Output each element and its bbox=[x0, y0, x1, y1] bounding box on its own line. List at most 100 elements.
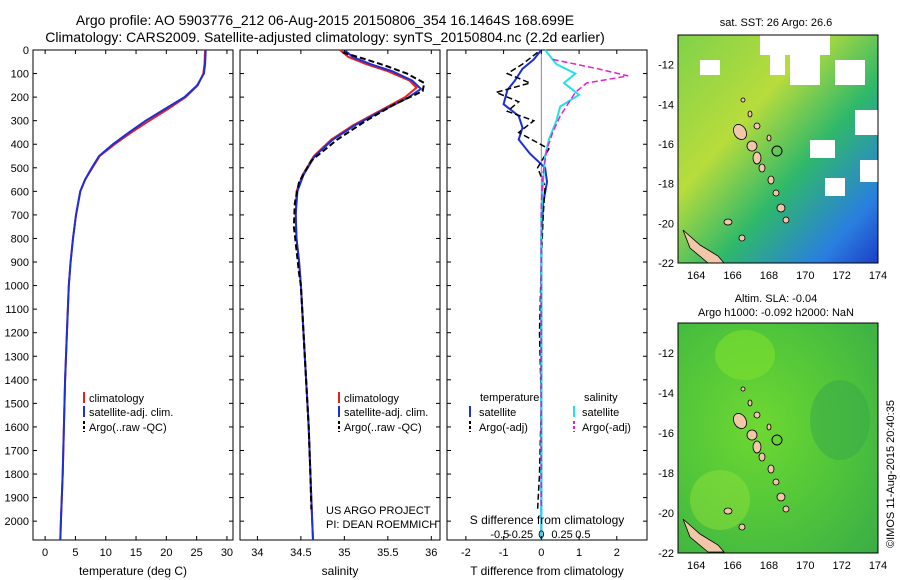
map-y-tick-label: -12 bbox=[658, 348, 674, 360]
map-y-tick-label: -20 bbox=[658, 218, 674, 230]
map-x-tick-label: 168 bbox=[760, 560, 778, 572]
depth-tick-label: 100 bbox=[11, 69, 29, 81]
depth-tick-label: 1700 bbox=[5, 445, 29, 457]
x-tick-label: 35.5 bbox=[377, 547, 398, 559]
x2-tick-label: -0.25 bbox=[508, 529, 533, 541]
x-tick-label: 5 bbox=[72, 547, 78, 559]
island-shape bbox=[753, 411, 761, 419]
x-tick-label: 36 bbox=[425, 547, 437, 559]
sst-map-frame bbox=[677, 34, 879, 264]
legend-climatology-label: climatology bbox=[344, 393, 400, 405]
temperature-plot-frame bbox=[32, 49, 234, 541]
temperature-series-line bbox=[59, 49, 207, 541]
island-shape bbox=[740, 97, 746, 103]
legend-temperature-heading: temperature bbox=[480, 392, 539, 404]
legend-argo-label: Argo(..raw -QC) bbox=[344, 422, 422, 434]
sla-patch bbox=[810, 380, 870, 460]
difference-xlabel: T difference from climatology bbox=[470, 564, 624, 578]
profile-title: Argo profile: AO 5903776_212 06-Aug-2015… bbox=[75, 12, 575, 28]
depth-tick-label: 900 bbox=[11, 257, 29, 269]
x-tick-label: 0 bbox=[538, 547, 544, 559]
depth-tick-label: 500 bbox=[11, 163, 29, 175]
x-tick-label: 25 bbox=[191, 547, 203, 559]
map-y-tick-label: -18 bbox=[658, 179, 674, 191]
map-y-tick-label: -18 bbox=[658, 468, 674, 480]
sla-patch bbox=[690, 470, 750, 530]
argo-position-marker bbox=[771, 145, 783, 157]
island-shape bbox=[746, 140, 758, 152]
map-y-tick-label: -16 bbox=[658, 428, 674, 440]
map-x-tick-label: 172 bbox=[832, 560, 850, 572]
difference-series-group bbox=[493, 49, 629, 540]
legend-satellite-label: satellite-adj. clim. bbox=[89, 407, 173, 419]
depth-tick-label: 800 bbox=[11, 233, 29, 245]
axes-ticks-group: 0100200300400500600700800900100011001200… bbox=[5, 45, 888, 572]
salinity-plot-frame bbox=[239, 49, 441, 541]
map-x-tick-label: 168 bbox=[760, 270, 778, 282]
map-y-tick-label: -22 bbox=[658, 258, 674, 270]
x-tick-label: 1 bbox=[576, 547, 582, 559]
x-tick-label: 0 bbox=[42, 547, 48, 559]
temperature-series-group bbox=[59, 49, 207, 541]
sla-map-title: Altim. SLA: -0.04 bbox=[735, 293, 818, 305]
difference-series-line bbox=[493, 51, 550, 510]
island-shape bbox=[767, 464, 775, 474]
sst-map-title: sat. SST: 26 Argo: 26.6 bbox=[720, 17, 833, 29]
project-credit: US ARGO PROJECT bbox=[326, 505, 431, 517]
sla-patch bbox=[715, 330, 775, 380]
imos-timestamp: ©IMOS 11-Aug-2015 20:40:35 bbox=[885, 400, 897, 548]
island-shape bbox=[782, 216, 790, 224]
island-shape bbox=[723, 218, 733, 226]
depth-tick-label: 1900 bbox=[5, 493, 29, 505]
map-y-tick-label: -20 bbox=[658, 508, 674, 520]
island-shape bbox=[738, 523, 746, 531]
x2-tick-label: -0.5 bbox=[490, 529, 509, 541]
island-shape bbox=[776, 203, 786, 213]
island-shape bbox=[752, 440, 762, 454]
island-shape bbox=[772, 189, 780, 197]
depth-tick-label: 1200 bbox=[5, 328, 29, 340]
difference-legend: temperature satellite Argo(-adj) salinit… bbox=[469, 392, 631, 434]
depth-tick-label: 1000 bbox=[5, 281, 29, 293]
salinity-xlabel: salinity bbox=[322, 564, 359, 578]
temperature-legend: climatology satellite-adj. clim. Argo(..… bbox=[83, 392, 173, 434]
x-tick-label: 2 bbox=[614, 547, 620, 559]
sla-map-frame bbox=[677, 322, 879, 554]
new-caledonia-shape bbox=[682, 518, 725, 553]
island-shape bbox=[758, 452, 766, 462]
pi-credit: PI: DEAN ROEMMICH bbox=[326, 519, 437, 531]
island-shape bbox=[752, 151, 762, 165]
sst-islands bbox=[682, 97, 790, 264]
legend-argo-label: Argo(..raw -QC) bbox=[89, 422, 167, 434]
island-shape bbox=[776, 492, 786, 502]
depth-tick-label: 1500 bbox=[5, 398, 29, 410]
island-shape bbox=[740, 386, 746, 392]
island-shape bbox=[723, 507, 733, 515]
sla-map-subtitle: Argo h1000: -0.092 h2000: NaN bbox=[698, 307, 854, 319]
depth-tick-label: 400 bbox=[11, 139, 29, 151]
x-tick-label: -1 bbox=[499, 547, 509, 559]
salinity-series-line bbox=[294, 49, 423, 541]
x-tick-label: -2 bbox=[461, 547, 471, 559]
sla-islands bbox=[682, 386, 790, 553]
legend-t-satellite-label: satellite bbox=[479, 407, 516, 419]
depth-tick-label: 300 bbox=[11, 116, 29, 128]
climatology-title: Climatology: CARS2009. Satellite-adjuste… bbox=[45, 29, 605, 45]
temperature-series-line bbox=[59, 49, 207, 541]
difference-series-line bbox=[540, 58, 629, 510]
island-shape bbox=[772, 478, 780, 486]
legend-salinity-heading: salinity bbox=[584, 392, 618, 404]
salinity-series-line bbox=[294, 49, 418, 541]
sla-map bbox=[677, 322, 879, 554]
island-shape bbox=[733, 124, 747, 140]
x-tick-label: 35 bbox=[338, 547, 350, 559]
argo-position-marker bbox=[771, 434, 783, 446]
depth-tick-label: 1400 bbox=[5, 375, 29, 387]
map-y-tick-label: -12 bbox=[658, 60, 674, 72]
island-shape bbox=[747, 399, 753, 407]
x-tick-label: 34.5 bbox=[290, 547, 311, 559]
island-shape bbox=[747, 110, 753, 118]
sst-map bbox=[677, 34, 879, 264]
x-tick-label: 15 bbox=[130, 547, 142, 559]
map-x-tick-label: 170 bbox=[796, 270, 814, 282]
